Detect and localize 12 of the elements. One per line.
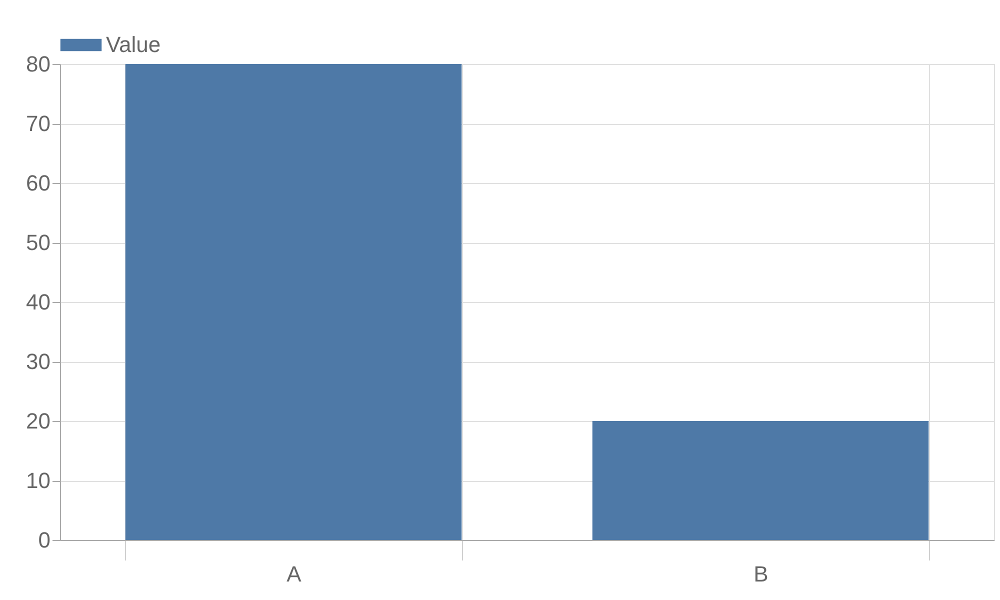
y-tick-label: 20 <box>26 408 50 434</box>
y-tick-label: 60 <box>26 170 50 196</box>
y-tick-label: 70 <box>26 111 50 136</box>
x-tick-label: B <box>754 562 768 586</box>
x-tick-label: A <box>286 562 302 586</box>
legend-label: Value <box>106 32 161 57</box>
y-tick-label: 40 <box>26 290 50 314</box>
y-tick-label: 50 <box>26 230 50 255</box>
y-tick-label: 30 <box>26 349 50 374</box>
y-tick-label: 10 <box>26 468 50 493</box>
y-tick-label: 0 <box>38 528 50 552</box>
y-tick-label: 80 <box>26 52 50 76</box>
